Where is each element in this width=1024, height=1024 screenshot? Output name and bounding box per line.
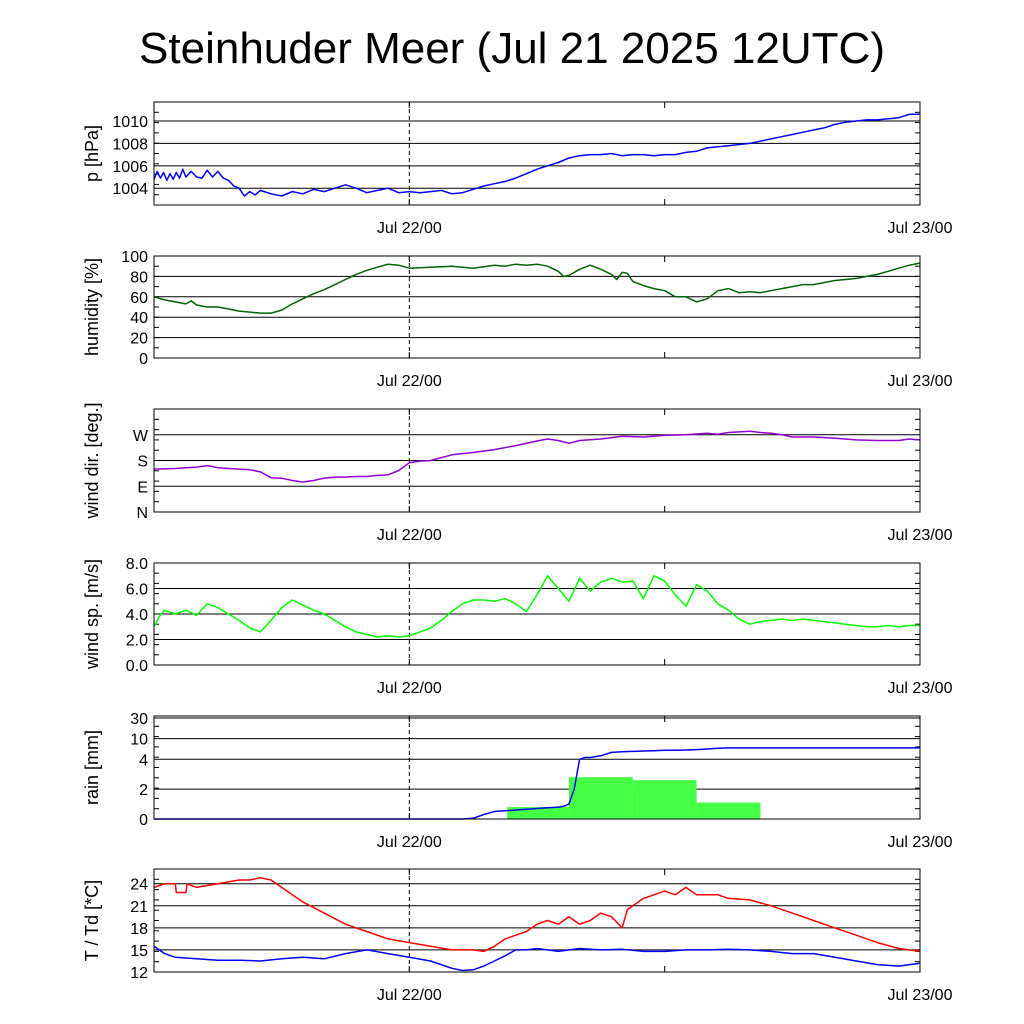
pressure-panel: 1004 1006 1008 1010 p [hPa] Jul 22/00 Jul 23/0… xyxy=(82,101,953,237)
y-axis-label: T / Td [*C] xyxy=(82,880,102,961)
humidity-panel: 0 20 40 60 80 100 humidity [%] Jul 22/00 Jul 23/… xyxy=(82,249,953,390)
y-tick-label: 8.0 xyxy=(126,556,148,573)
y-tick-label: 1010 xyxy=(112,114,148,131)
rain-panel: 0 2 4 10 30 rain [mm] Jul 22/00 Jul 23/00 xyxy=(82,711,953,851)
y-tick-label: 60 xyxy=(130,290,148,307)
y-tick-label: 24 xyxy=(130,877,148,894)
x-tick-label: Jul 22/00 xyxy=(377,373,442,390)
rain-bar xyxy=(568,777,633,819)
y-tick-label: 2.0 xyxy=(126,633,148,650)
wind-speed-series-line xyxy=(153,575,920,638)
y-tick-label: 18 xyxy=(130,921,148,938)
x-tick-label: Jul 22/00 xyxy=(377,987,442,1004)
x-tick-label: Jul 23/00 xyxy=(888,527,953,544)
y-tick-label: 21 xyxy=(130,899,148,916)
y-tick-label: 1004 xyxy=(112,181,148,198)
plot-frame xyxy=(153,408,921,513)
x-tick-label: Jul 23/00 xyxy=(888,373,953,390)
chart-title: Steinhuder Meer (Jul 21 2025 12UTC) xyxy=(139,24,885,73)
plot-frame xyxy=(153,562,921,666)
x-tick-label: Jul 22/00 xyxy=(377,834,442,851)
plot-frame xyxy=(153,715,921,820)
y-tick-label: 4.0 xyxy=(126,607,148,624)
wind-direction-series-line xyxy=(153,430,921,483)
x-tick-label: Jul 22/00 xyxy=(377,680,442,697)
y-tick-label: 100 xyxy=(121,249,148,266)
x-tick-label: Jul 22/00 xyxy=(377,220,442,237)
y-tick-label: N xyxy=(136,505,148,522)
y-tick-label: 0.0 xyxy=(126,658,148,675)
y-tick-label: 2 xyxy=(139,782,148,799)
y-tick-label: 30 xyxy=(130,711,148,728)
plot-frame xyxy=(153,255,921,359)
y-axis-label: wind sp. [m/s] xyxy=(82,559,102,670)
y-tick-label: 80 xyxy=(130,269,148,286)
rain-bar xyxy=(632,780,697,819)
temperature-series-line xyxy=(153,877,921,953)
y-axis-label: humidity [%] xyxy=(82,258,102,356)
temperature-series-line xyxy=(153,945,921,972)
y-tick-label: 40 xyxy=(130,310,148,327)
y-tick-label: 6.0 xyxy=(126,582,148,599)
y-tick-label: 12 xyxy=(130,965,148,982)
y-tick-label: 0 xyxy=(139,812,148,829)
plot-frame xyxy=(153,868,921,973)
y-axis-label: p [hPa] xyxy=(82,125,102,182)
y-tick-label: 1008 xyxy=(112,136,148,153)
pressure-series-line xyxy=(153,113,920,197)
x-tick-label: Jul 22/00 xyxy=(377,527,442,544)
wind-speed-panel: 0.0 2.0 4.0 6.0 8.0 wind sp. [m/s] Jul 22/00 Ju… xyxy=(82,556,953,697)
y-tick-label: 1006 xyxy=(112,159,148,176)
y-tick-label: W xyxy=(133,428,149,445)
rain-bar xyxy=(696,802,761,819)
rain-series-line xyxy=(154,747,920,820)
x-tick-label: Jul 23/00 xyxy=(888,834,953,851)
y-tick-label: S xyxy=(137,454,148,471)
y-tick-label: 4 xyxy=(139,752,148,769)
y-tick-label: 0 xyxy=(139,351,148,368)
x-tick-label: Jul 23/00 xyxy=(888,987,953,1004)
y-tick-label: 20 xyxy=(130,331,148,348)
y-tick-label: 15 xyxy=(130,943,148,960)
x-tick-label: Jul 23/00 xyxy=(888,220,953,237)
y-tick-label: E xyxy=(137,479,148,496)
y-axis-label: rain [mm] xyxy=(82,730,102,805)
rain-bar xyxy=(507,807,569,819)
x-tick-label: Jul 23/00 xyxy=(888,680,953,697)
humidity-series-line xyxy=(153,262,921,314)
plot-frame xyxy=(153,101,921,206)
temperature-panel: 12 15 18 21 24 T / Td [*C] Jul 22/00 Jul 23/00 xyxy=(82,868,953,1004)
y-tick-label: 10 xyxy=(130,732,148,749)
y-axis-label: wind dir. [deg.] xyxy=(82,402,102,519)
